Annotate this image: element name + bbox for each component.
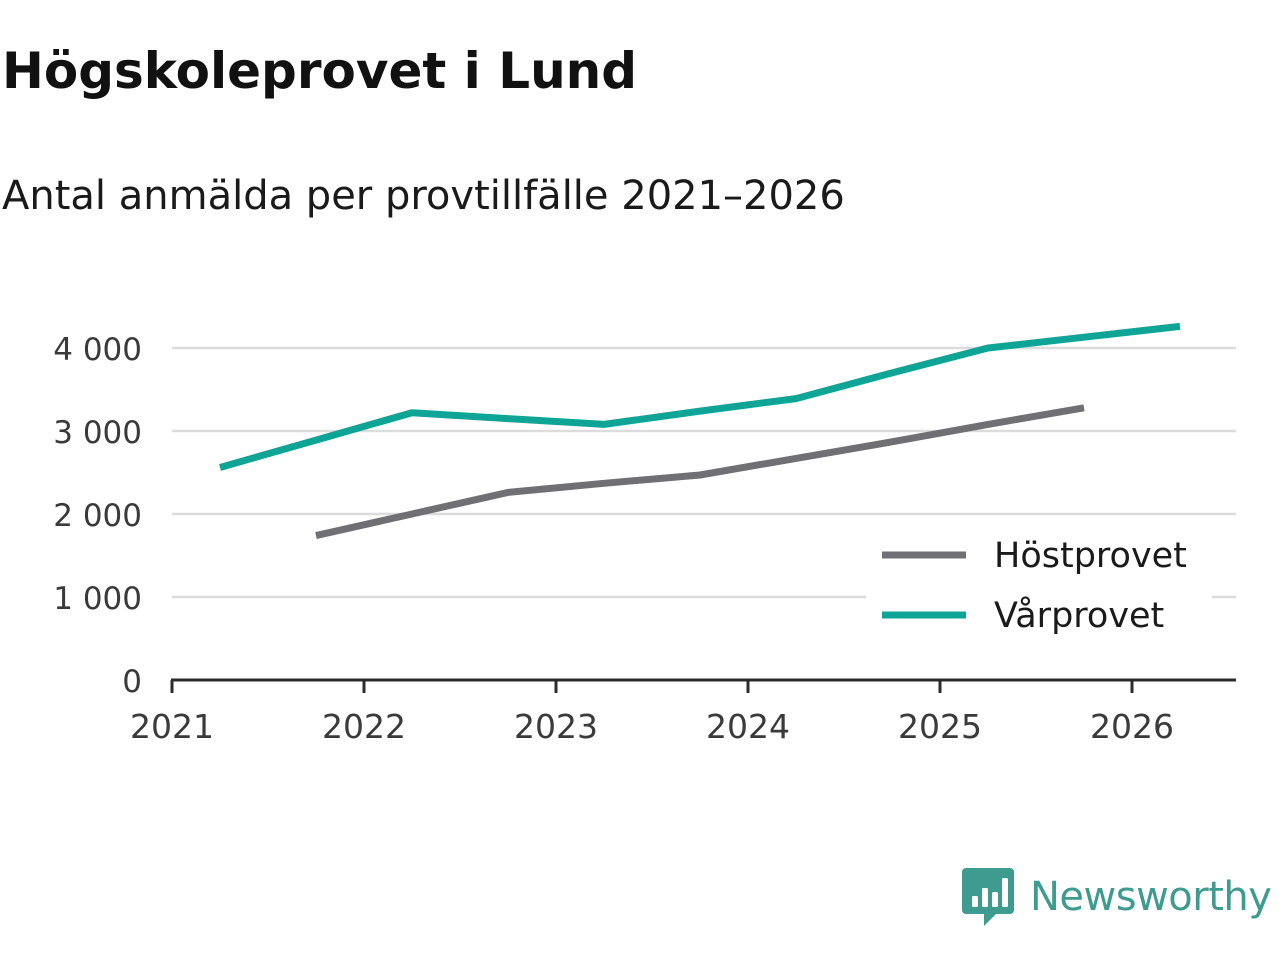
y-tick-label: 1 000: [53, 581, 142, 617]
legend-background: [866, 530, 1212, 648]
x-tick-label: 2023: [514, 707, 598, 746]
chart-title: Högskoleprovet i Lund: [2, 42, 638, 100]
x-tick-label: 2022: [322, 707, 406, 746]
newsworthy-logo-icon: [962, 868, 1014, 926]
x-tick-label: 2021: [130, 707, 214, 746]
x-tick-label: 2026: [1090, 707, 1174, 746]
x-tick-label: 2025: [898, 707, 982, 746]
series-line-varprovet: [219, 322, 1181, 471]
chart-subtitle: Antal anmälda per provtillfälle 2021–202…: [2, 173, 845, 219]
legend: Höstprovet Vårprovet: [866, 530, 1212, 648]
y-tick-label: 3 000: [53, 415, 142, 451]
legend-label: Höstprovet: [994, 536, 1187, 576]
y-tick-label: 0: [122, 664, 142, 700]
series-lines: [219, 322, 1181, 540]
series-line-hostprovet: [315, 404, 1085, 540]
x-tick-label: 2024: [706, 707, 790, 746]
y-axis-labels: 0 1 000 2 000 3 000 4 000: [53, 332, 142, 700]
x-axis: 2021 2022 2023 2024 2025 2026: [130, 678, 1236, 746]
brand-name: Newsworthy: [1030, 874, 1272, 920]
newsworthy-logo: Newsworthy: [962, 864, 1280, 930]
y-tick-label: 4 000: [53, 332, 142, 368]
legend-label: Vårprovet: [994, 595, 1164, 636]
y-tick-label: 2 000: [53, 498, 142, 534]
